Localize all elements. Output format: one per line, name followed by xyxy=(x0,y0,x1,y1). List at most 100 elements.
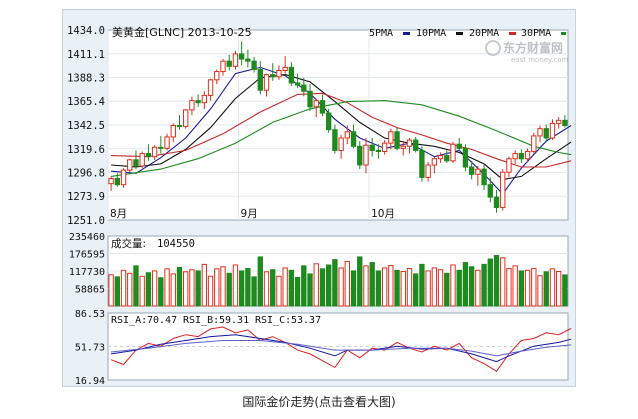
volume-bar xyxy=(245,268,251,307)
price-chart-title: 美黄金[GLNC] 2013-10-25 xyxy=(112,25,252,39)
candle-body xyxy=(183,109,189,128)
candle-body xyxy=(189,100,195,111)
price-y-tick-label: 1365.4 xyxy=(67,96,105,108)
volume-bar xyxy=(238,270,245,307)
candle-body xyxy=(251,60,257,70)
candle-body xyxy=(518,153,525,160)
volume-bar xyxy=(139,275,145,307)
volume-bar xyxy=(369,262,375,307)
legend-10pma-swatch xyxy=(456,32,463,35)
price-y-tick-label: 1411.1 xyxy=(67,49,105,61)
candle-body xyxy=(108,177,114,185)
volume-bar xyxy=(270,269,276,307)
volume-bar xyxy=(313,263,319,307)
volume-bar xyxy=(400,271,406,307)
volume-bar xyxy=(257,256,263,307)
candle-body xyxy=(332,129,338,151)
volume-bar xyxy=(468,266,475,307)
candle-body xyxy=(245,58,251,62)
volume-bar xyxy=(388,265,394,307)
volume-bar xyxy=(543,271,549,307)
ma-legend: 5PMA 10PMA 20PMA 30PMA xyxy=(369,28,566,39)
volume-bar xyxy=(232,264,239,307)
candle-body xyxy=(394,131,400,149)
volume-bar xyxy=(294,276,301,307)
price-x-tick-label: 8月 xyxy=(110,208,127,220)
candle-body xyxy=(133,159,139,167)
volume-bar xyxy=(350,270,357,307)
candle-body xyxy=(363,144,369,166)
volume-bar xyxy=(462,262,469,307)
volume-bar xyxy=(363,265,369,307)
price-x-tick-label: 9月 xyxy=(241,208,258,220)
price-x-tick-label: 10月 xyxy=(371,208,395,220)
volume-bar xyxy=(475,269,481,307)
volume-bar xyxy=(164,268,170,307)
candle-body xyxy=(214,71,220,81)
rsi-legend: RSI_A: 70.47 RSI_B: 59.31 RSI_C: 53.37 xyxy=(111,315,321,326)
volume-bar xyxy=(263,271,270,307)
volume-bar xyxy=(394,269,400,307)
candle-body xyxy=(151,146,158,158)
volume-bar xyxy=(437,269,444,307)
rsi-y-tick-label: 16.94 xyxy=(75,376,105,387)
candle-body xyxy=(238,53,245,60)
volume-bar xyxy=(413,273,419,307)
candle-body xyxy=(556,119,562,124)
volume-bar xyxy=(301,265,307,307)
volume-y-tick-label: 117730 xyxy=(69,267,105,278)
candle-body xyxy=(462,147,469,168)
candle-body xyxy=(406,139,413,147)
watermark-url: east money.com xyxy=(511,56,569,64)
candle-body xyxy=(120,169,127,186)
chart-frame: 1434.0 1411.1 1388.3 1365.4 1342.5 1319.6 1296… xyxy=(62,9,576,387)
candle-body xyxy=(381,142,388,152)
ma-line-30pma xyxy=(111,100,572,177)
volume-bar xyxy=(357,256,363,307)
volume-label: 成交量: xyxy=(111,237,146,250)
candle-body xyxy=(468,166,475,175)
candle-body xyxy=(512,153,518,160)
candle-body xyxy=(524,150,531,160)
candle-body xyxy=(413,139,419,151)
candle-body xyxy=(400,145,406,149)
candle-body xyxy=(195,100,201,104)
volume-bar xyxy=(207,275,214,307)
candle-body xyxy=(481,168,487,186)
volume-bar xyxy=(481,263,487,307)
volume-bar xyxy=(562,274,568,307)
candle-body xyxy=(220,60,226,73)
volume-bar xyxy=(381,267,388,307)
volume-bar xyxy=(151,270,158,307)
volume-bar xyxy=(201,263,208,307)
candle-body xyxy=(263,74,270,91)
volume-bar xyxy=(518,270,525,307)
gold-price-chart: 1434.0 1411.1 1388.3 1365.4 1342.5 1319.6 1296… xyxy=(67,25,572,387)
candle-body xyxy=(543,128,549,139)
volume-bar xyxy=(375,270,382,307)
ma-line-10pma xyxy=(111,74,572,181)
candle-body xyxy=(431,158,438,166)
candle-body xyxy=(456,143,462,149)
volume-bar xyxy=(332,259,338,307)
candle-body xyxy=(276,69,282,78)
rsi-b-label: RSI_B: xyxy=(183,315,219,326)
price-y-tick-label: 1296.8 xyxy=(67,167,105,179)
volume-bar xyxy=(512,265,518,307)
volume-bar xyxy=(344,260,351,307)
volume-bar xyxy=(189,269,195,307)
rsi-a-label: RSI_A: xyxy=(111,315,147,326)
volume-bar xyxy=(158,277,164,307)
volume-bar xyxy=(319,268,326,307)
volume-bar xyxy=(487,258,493,307)
volume-bar xyxy=(549,268,556,307)
price-y-tick-label: 1273.9 xyxy=(67,191,105,203)
legend-5pma-swatch xyxy=(403,32,410,35)
volume-y-tick-label: 176595 xyxy=(69,250,105,261)
chart-caption[interactable]: 国际金价走势(点击查看大图) xyxy=(242,395,396,409)
candle-body xyxy=(319,100,326,114)
volume-bar xyxy=(431,267,438,307)
rsi-b-value: 59.31 xyxy=(219,315,249,326)
price-y-tick-label: 1342.5 xyxy=(67,120,105,132)
candle-body xyxy=(170,125,176,138)
